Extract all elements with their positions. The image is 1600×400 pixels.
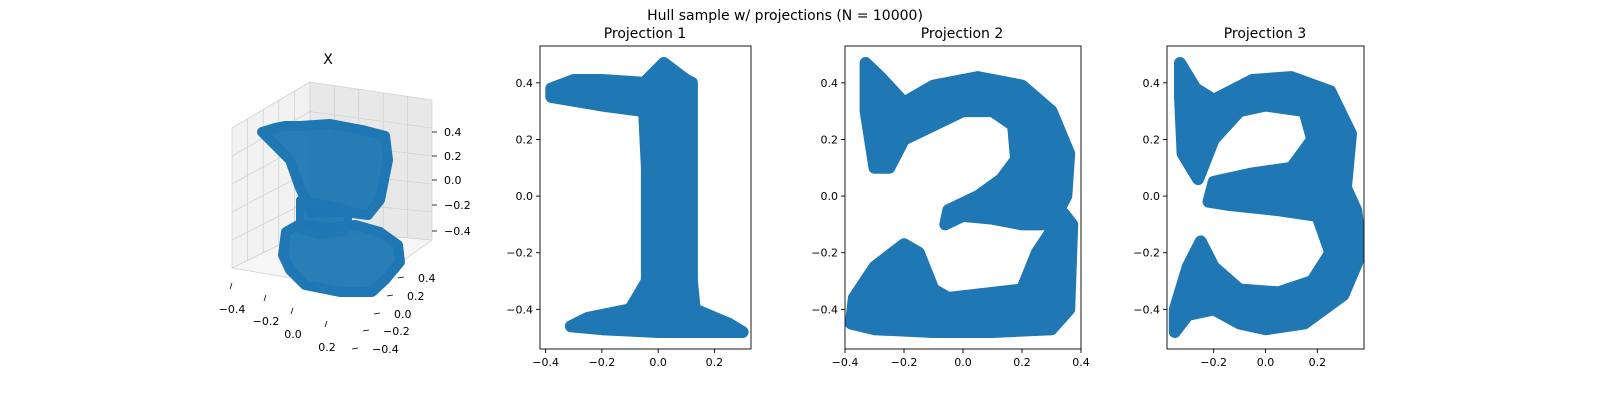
scatter-points-3 xyxy=(1168,57,1364,338)
x3d-tick-label: 0.0 xyxy=(284,328,302,341)
y-tick-label: 0.2 xyxy=(1143,133,1161,146)
y-tick-label: −0.4 xyxy=(1133,303,1160,316)
y3d-tick-mark xyxy=(351,347,359,350)
y-tick-label: −0.4 xyxy=(506,303,533,316)
y3d-tick-mark xyxy=(362,329,370,332)
x3d-tick-mark xyxy=(263,294,267,302)
point-cloud-mid xyxy=(296,196,354,239)
z-tick-label: 0.0 xyxy=(444,174,462,187)
z-tick-label: −0.2 xyxy=(444,199,471,212)
scatter-point-cloud-1 xyxy=(859,57,1076,231)
x-tick-label: −0.4 xyxy=(532,356,559,369)
x-tick-label: 0.0 xyxy=(1257,356,1275,369)
z-tick-label: 0.2 xyxy=(444,150,462,163)
x-tick-label: −0.2 xyxy=(891,356,918,369)
y3d-tick-label: −0.4 xyxy=(372,343,399,356)
scatter-point-cloud-1 xyxy=(1168,57,1364,338)
axes-frame xyxy=(539,45,752,350)
x-tick-label: 0.0 xyxy=(649,356,667,369)
projection-3-title: Projection 3 xyxy=(1224,26,1307,42)
z-tick-label: 0.4 xyxy=(444,126,462,139)
x-tick-label: 0.0 xyxy=(954,356,972,369)
y-tick-label: 0.2 xyxy=(821,133,839,146)
z-tick-label: −0.4 xyxy=(444,225,471,238)
scatter-3d-points xyxy=(257,119,405,297)
y-tick-label: 0.4 xyxy=(1143,77,1161,90)
y-tick-label: −0.2 xyxy=(1133,247,1160,260)
x-tick-label: 0.2 xyxy=(706,356,724,369)
y-tick-label: −0.2 xyxy=(811,247,838,260)
y-tick-label: 0.2 xyxy=(516,133,534,146)
axes-title-x: X xyxy=(323,52,333,68)
figure-suptitle: Hull sample w/ projections (N = 10000) xyxy=(647,8,923,24)
y3d-tick-label: 0.2 xyxy=(407,290,425,303)
x-tick-label: 0.4 xyxy=(1072,356,1090,369)
projection-2-axes: Projection 2 −0.4 −0.2 0.0 0.2 0.4 −0.4 −0.2 0.… xyxy=(811,26,1089,369)
scatter-point-cloud-2 xyxy=(845,207,1079,338)
y-tick-label: 0.0 xyxy=(821,190,839,203)
y-tick-label: 0.0 xyxy=(1143,190,1161,203)
x-tick-label: −0.2 xyxy=(1200,356,1227,369)
y-tick-label: −0.2 xyxy=(506,247,533,260)
y-tick-label: 0.4 xyxy=(516,77,534,90)
projection-2-title: Projection 2 xyxy=(921,26,1004,42)
x3d-tick-mark xyxy=(324,320,328,328)
scatter-point-cloud-1 xyxy=(545,57,749,338)
y3d-tick-mark xyxy=(397,276,405,279)
projection-3-axes: Projection 3 −0.2 0.0 0.2 −0.4 −0.2 0.0 0.2 0.4 xyxy=(1133,26,1365,369)
x-tick-label: 0.2 xyxy=(1013,356,1031,369)
scatter-points-1 xyxy=(545,57,749,338)
projection-1-title: Projection 1 xyxy=(604,26,687,42)
x3d-tick-mark xyxy=(229,282,233,290)
y-tick-label: 0.4 xyxy=(821,77,839,90)
scatter-points-2 xyxy=(845,57,1079,338)
scatter-3d-axes: X 0.4 0.2 0.0 −0.2 −0.4 −0.4 −0.2 0.0 0.2 0.4 0.2 0… xyxy=(219,52,471,356)
y3d-tick-label: 0.0 xyxy=(394,308,412,321)
x-tick-label: −0.4 xyxy=(832,356,859,369)
x3d-tick-label: −0.2 xyxy=(253,315,280,328)
x3d-tick-label: 0.2 xyxy=(318,341,336,354)
x3d-tick-label: −0.4 xyxy=(219,303,246,316)
grid-line xyxy=(309,111,433,129)
x-tick-label: 0.2 xyxy=(1309,356,1327,369)
y3d-tick-label: −0.2 xyxy=(383,325,410,338)
projection-1-axes: Projection 1 −0.4 −0.2 0.0 0.2 −0.4 −0.2 0.0 0.… xyxy=(506,26,752,369)
point-cloud-upper xyxy=(257,119,393,220)
y-tick-label: −0.4 xyxy=(811,303,838,316)
x3d-tick-mark xyxy=(290,307,294,315)
x-tick-label: −0.2 xyxy=(589,356,616,369)
y3d-tick-label: 0.4 xyxy=(418,272,436,285)
y3d-tick-mark xyxy=(386,294,394,297)
y3d-tick-mark xyxy=(373,312,381,315)
y-tick-label: 0.0 xyxy=(516,190,534,203)
